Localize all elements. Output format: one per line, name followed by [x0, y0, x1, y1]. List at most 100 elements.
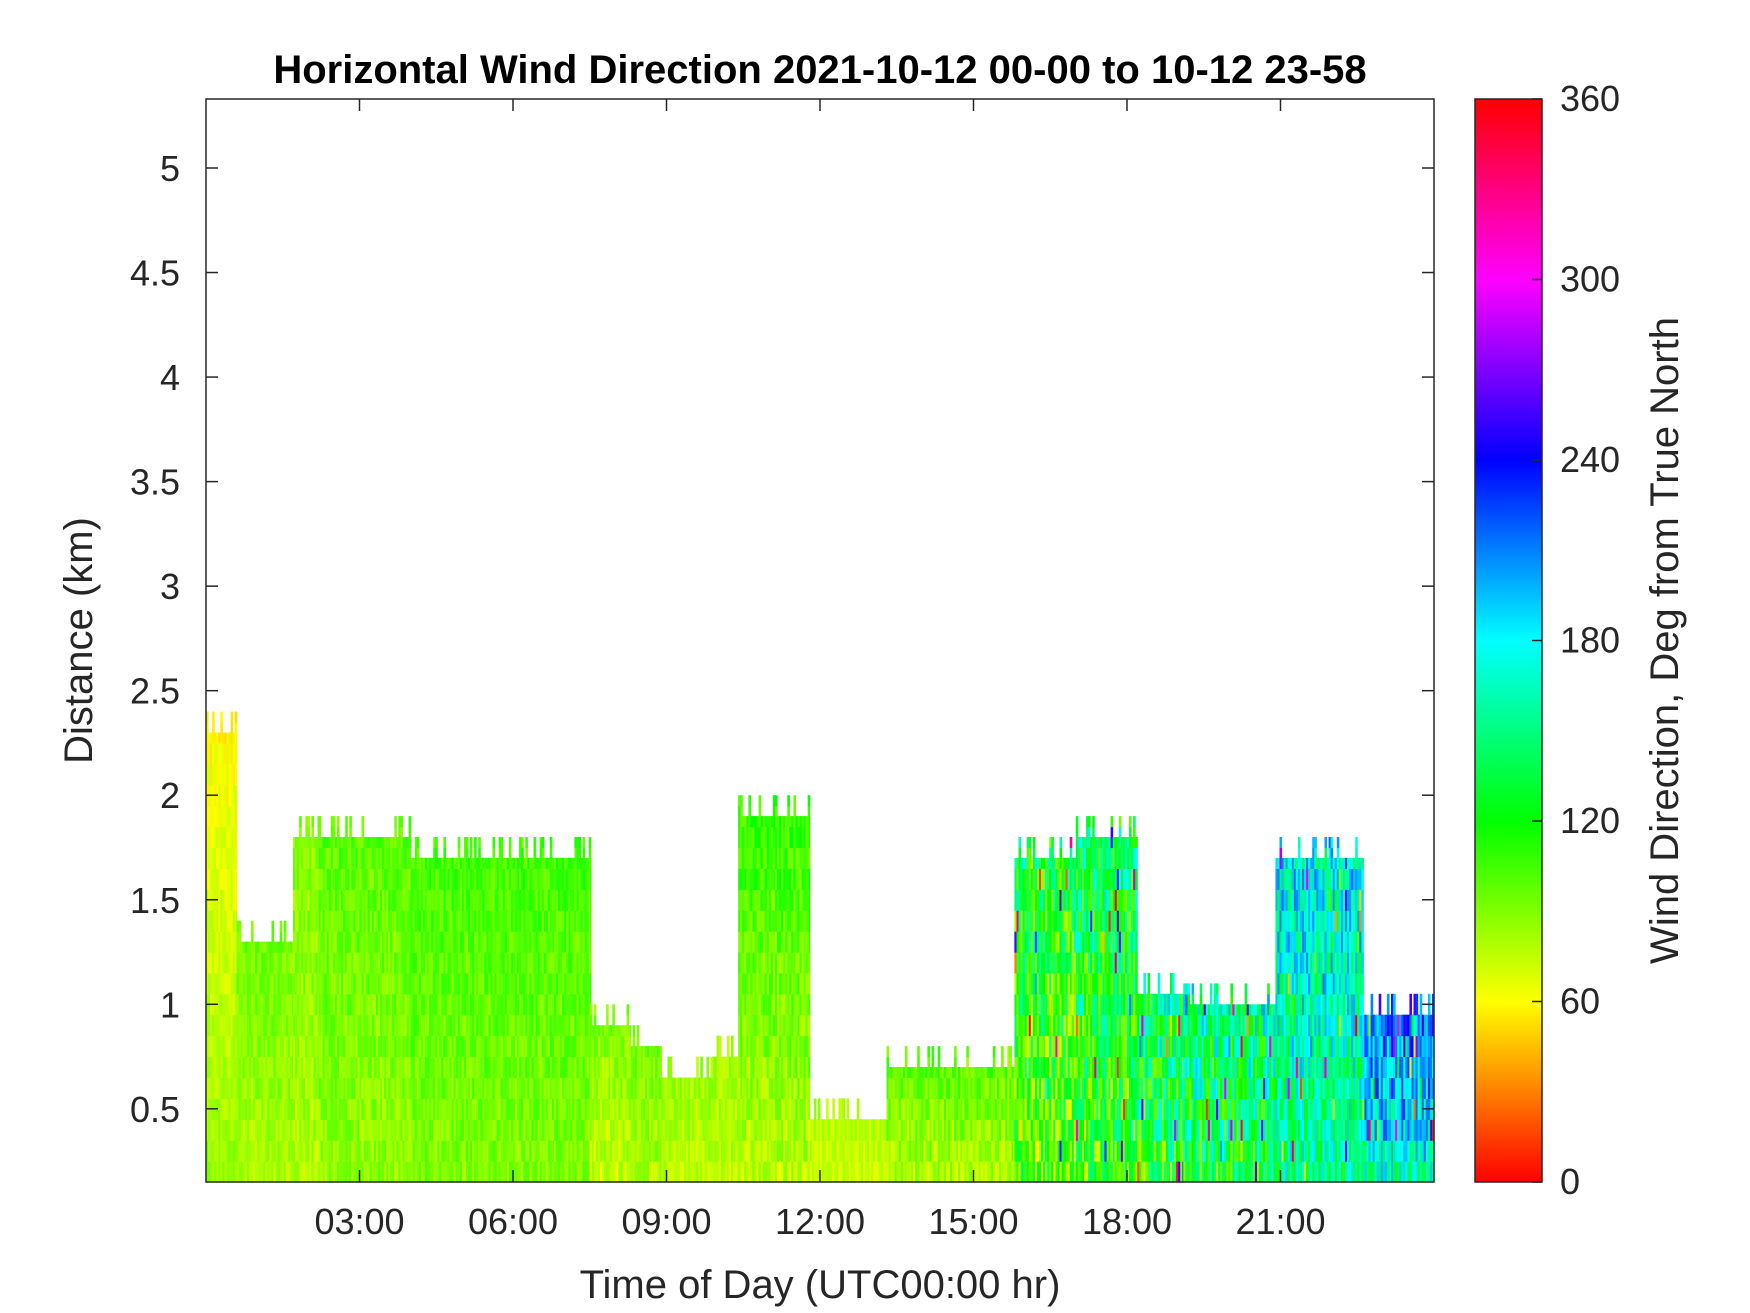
heatmap-cell	[367, 889, 371, 911]
heatmap-cell	[492, 1035, 496, 1058]
heatmap-cell	[586, 931, 590, 953]
heatmap-cell	[976, 1098, 980, 1120]
heatmap-cell	[764, 1098, 768, 1120]
heatmap-cell	[511, 1119, 514, 1141]
heatmap-cell	[783, 993, 786, 1016]
heatmap-cell	[714, 1140, 718, 1162]
heatmap-cell	[781, 910, 784, 932]
heatmap-cell	[770, 1119, 774, 1141]
heatmap-cell	[655, 1077, 658, 1099]
heatmap-cell	[465, 868, 469, 890]
heatmap-cell	[834, 1140, 837, 1162]
heatmap-cell	[431, 889, 434, 911]
heatmap-cell	[283, 1119, 287, 1141]
heatmap-cell	[779, 952, 782, 974]
heatmap-cell	[962, 1077, 965, 1099]
heatmap-cell	[277, 1014, 281, 1037]
heatmap-cell	[681, 1119, 685, 1141]
heatmap-cell	[888, 1067, 892, 1079]
heatmap-cell	[339, 1140, 342, 1162]
heatmap-cell	[494, 1119, 498, 1141]
heatmap-cell	[572, 952, 575, 974]
heatmap-cell	[890, 1161, 894, 1182]
heatmap-cell	[476, 1140, 479, 1162]
heatmap-cell	[584, 1056, 588, 1079]
heatmap-cell	[1032, 1077, 1036, 1099]
heatmap-cell	[976, 1067, 980, 1079]
heatmap-cell	[525, 952, 528, 974]
heatmap-cell	[435, 1140, 438, 1162]
heatmap-cell	[506, 972, 510, 995]
heatmap-cell	[513, 857, 516, 869]
heatmap-cell	[365, 889, 369, 911]
heatmap-cell	[457, 1035, 461, 1058]
heatmap-cell	[355, 952, 358, 974]
heatmap-cell	[261, 1077, 264, 1099]
heatmap-cell	[486, 1035, 489, 1058]
heatmap-cell	[337, 816, 340, 828]
heatmap-cell	[322, 1161, 326, 1182]
heatmap-cell	[228, 805, 232, 828]
heatmap-cell	[373, 847, 377, 869]
heatmap-cell	[582, 952, 586, 974]
heatmap-cell	[457, 889, 461, 911]
heatmap-cell	[267, 1077, 270, 1099]
heatmap-cell	[789, 889, 792, 911]
heatmap-cell	[588, 868, 592, 890]
heatmap-cell	[400, 1077, 403, 1099]
heatmap-cell	[915, 1119, 918, 1141]
heatmap-cell	[1024, 1056, 1028, 1079]
heatmap-cell	[907, 1077, 910, 1099]
heatmap-cell	[361, 972, 365, 995]
heatmap-cell	[793, 972, 796, 995]
heatmap-cell	[890, 1098, 894, 1120]
heatmap-cell	[702, 1119, 705, 1141]
heatmap-cell	[818, 1140, 821, 1162]
heatmap-cell	[931, 1119, 935, 1141]
heatmap-cell	[614, 1140, 617, 1162]
heatmap-cell	[222, 993, 225, 1016]
heatmap-cell	[461, 931, 465, 953]
heatmap-cell	[576, 993, 579, 1016]
heatmap-cell	[230, 889, 234, 911]
heatmap-cell	[251, 1140, 254, 1162]
heatmap-cell	[638, 1119, 642, 1141]
heatmap-cell	[212, 1035, 215, 1058]
heatmap-cell	[702, 1098, 705, 1120]
heatmap-cell	[558, 1098, 561, 1120]
heatmap-cell	[382, 1077, 385, 1099]
heatmap-cell	[265, 1077, 268, 1099]
heatmap-cell	[972, 1140, 976, 1162]
heatmap-cell	[377, 1014, 381, 1037]
heatmap-cell	[748, 993, 751, 1016]
heatmap-cell	[986, 1119, 990, 1141]
heatmap-cell	[593, 1035, 597, 1058]
heatmap-cell	[320, 847, 324, 869]
heatmap-cell	[429, 910, 432, 932]
heatmap-cell	[410, 1056, 414, 1079]
heatmap-cell	[911, 1140, 914, 1162]
heatmap-cell	[933, 1140, 937, 1162]
heatmap-cell	[305, 816, 308, 828]
heatmap-cell	[801, 1035, 805, 1058]
heatmap-cell	[822, 1140, 825, 1162]
heatmap-cell	[502, 1161, 506, 1182]
heatmap-cell	[547, 910, 551, 932]
heatmap-cell	[726, 1077, 730, 1099]
heatmap-cell	[425, 1161, 428, 1182]
heatmap-cell	[259, 1077, 262, 1099]
heatmap-cell	[760, 1056, 764, 1079]
heatmap-cell	[988, 1140, 992, 1162]
heatmap-cell	[517, 857, 520, 869]
heatmap-cell	[1026, 1035, 1030, 1058]
heatmap-cell	[1028, 1014, 1032, 1037]
heatmap-cell	[297, 889, 300, 911]
heatmap-cell	[620, 1161, 623, 1182]
heatmap-cell	[582, 1098, 586, 1120]
heatmap-cell	[634, 1161, 638, 1182]
heatmap-cell	[422, 1035, 426, 1058]
heatmap-cell	[246, 1056, 250, 1079]
heatmap-cell	[578, 993, 582, 1016]
heatmap-cell	[218, 910, 221, 932]
heatmap-cell	[685, 1077, 689, 1099]
